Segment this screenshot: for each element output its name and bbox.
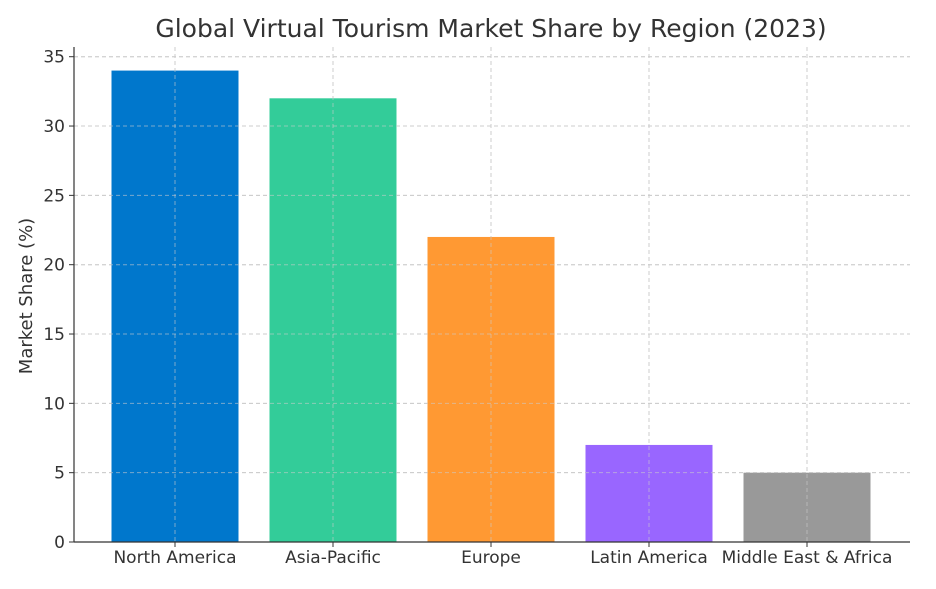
y-tick-label: 25 [43,186,65,206]
x-tick-label: Asia-Pacific [285,548,381,568]
y-tick-label: 5 [54,464,65,484]
x-tick-label: Middle East & Africa [722,548,893,568]
chart-title: Global Virtual Tourism Market Share by R… [155,14,826,43]
bar-latin-america [585,444,713,542]
y-tick-label: 20 [43,256,65,276]
axis-layer [73,47,910,543]
y-tick-label: 30 [43,117,65,137]
x-tick-label: Europe [461,548,521,568]
y-tick-label: 15 [43,325,65,345]
tick-layer: 0 5 10 15 20 25 30 35 North America Asia-Pacific E… [43,48,892,568]
bar-layer [74,47,910,543]
x-tick-label: Latin America [590,548,708,568]
y-tick-label: 10 [43,394,65,414]
x-tick-label: North America [113,548,236,568]
y-axis-title: Market Share (%) [16,218,37,374]
y-tick-label: 0 [54,533,65,553]
y-tick-label: 35 [43,48,65,68]
